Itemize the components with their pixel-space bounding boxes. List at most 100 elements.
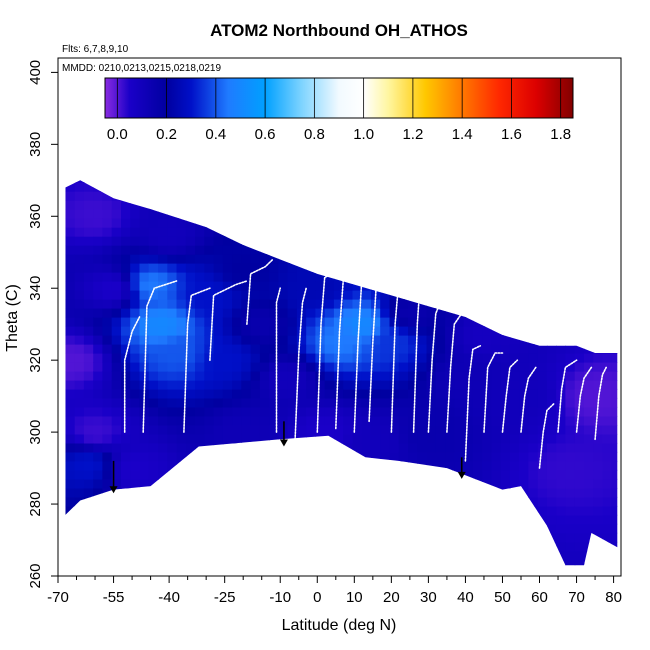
heatmap-cell	[454, 263, 465, 273]
heatmap-cell	[93, 514, 104, 525]
heatmap-cell	[593, 218, 604, 228]
heatmap-cell	[148, 245, 159, 255]
heatmap-cell	[195, 406, 205, 417]
heatmap-cell	[361, 496, 372, 507]
heatmap-cell	[232, 290, 242, 300]
heatmap-cell	[121, 299, 131, 309]
heatmap-cell	[482, 326, 492, 336]
heatmap-cell	[241, 397, 252, 408]
heatmap-cell	[269, 487, 279, 498]
heatmap-cell	[287, 550, 298, 561]
heatmap-cell	[611, 371, 618, 381]
heatmap-cell	[546, 415, 557, 426]
heatmap-cell	[454, 353, 465, 363]
heatmap-cell	[213, 182, 224, 192]
heatmap-cell	[333, 272, 344, 282]
heatmap-cell	[574, 245, 585, 255]
heatmap-cell	[472, 397, 483, 408]
arrow-head	[457, 471, 466, 479]
heatmap-cell	[204, 406, 215, 417]
heatmap-cell	[241, 559, 252, 566]
heatmap-cell	[195, 380, 205, 390]
heatmap-cell	[232, 191, 242, 201]
heatmap-cell	[565, 209, 576, 219]
heatmap-cell	[509, 469, 520, 480]
heatmap-cell	[593, 523, 604, 534]
heatmap-cell	[426, 388, 437, 399]
heatmap-cell	[565, 245, 576, 255]
heatmap-cell	[602, 254, 613, 264]
heatmap-cell	[584, 424, 594, 435]
heatmap-cell	[491, 550, 502, 561]
heatmap-cell	[482, 344, 492, 354]
heatmap-cell	[352, 523, 363, 534]
heatmap-cell	[593, 362, 604, 372]
heatmap-cell	[306, 487, 317, 498]
heatmap-cell	[195, 424, 205, 435]
heatmap-cell	[361, 433, 372, 444]
heatmap-cell	[593, 559, 604, 566]
heatmap-cell	[565, 308, 576, 318]
heatmap-cell	[287, 182, 298, 192]
heatmap-cell	[241, 353, 252, 363]
heatmap-cell	[602, 380, 613, 390]
heatmap-cell	[83, 442, 94, 453]
heatmap-cell	[454, 487, 465, 498]
heatmap-cell	[324, 451, 335, 462]
heatmap-cell	[111, 326, 122, 336]
heatmap-cell	[398, 523, 409, 534]
heatmap-cell	[445, 532, 455, 543]
heatmap-cell	[195, 496, 205, 507]
heatmap-cell	[185, 496, 196, 507]
heatmap-cell	[287, 415, 298, 426]
heatmap-cell	[65, 388, 76, 399]
heatmap-cell	[139, 532, 150, 543]
heatmap-cell	[333, 254, 344, 264]
heatmap-cell	[472, 523, 483, 534]
heatmap-cell	[315, 227, 326, 237]
heatmap-cell	[167, 209, 178, 219]
heatmap-cell	[176, 451, 187, 462]
heatmap-cell	[398, 532, 409, 543]
heatmap-cell	[213, 245, 224, 255]
heatmap-cell	[204, 290, 215, 300]
heatmap-cell	[167, 344, 178, 354]
heatmap-cell	[472, 290, 483, 300]
heatmap-cell	[241, 487, 252, 498]
heatmap-cell	[259, 487, 270, 498]
heatmap-cell	[130, 550, 141, 561]
heatmap-cell	[491, 469, 502, 480]
heatmap-cell	[315, 182, 326, 192]
heatmap-cell	[611, 505, 618, 516]
heatmap-cell	[482, 245, 492, 255]
heatmap-cell	[213, 218, 224, 228]
heatmap-cell	[426, 541, 437, 552]
heatmap-cell	[176, 281, 187, 291]
heatmap-cell	[241, 272, 252, 282]
heatmap-cell	[482, 200, 492, 210]
heatmap-cell	[556, 182, 567, 192]
heatmap-cell	[398, 299, 409, 309]
heatmap-cell	[130, 487, 141, 498]
heatmap-cell	[584, 191, 594, 201]
heatmap-cell	[519, 227, 529, 237]
heatmap-cell	[602, 281, 613, 291]
heatmap-cell	[417, 505, 428, 516]
heatmap-cell	[611, 317, 618, 327]
heatmap-cell	[519, 505, 529, 516]
heatmap-cell	[565, 380, 576, 390]
heatmap-cell	[121, 371, 131, 381]
heatmap-cell	[482, 487, 492, 498]
heatmap-cell	[380, 236, 391, 246]
heatmap-cell	[463, 180, 474, 183]
heatmap-cell	[556, 326, 567, 336]
heatmap-cell	[269, 308, 279, 318]
heatmap-cell	[241, 281, 252, 291]
heatmap-cell	[167, 451, 178, 462]
heatmap-cell	[361, 191, 372, 201]
heatmap-cell	[93, 180, 104, 183]
arrows	[109, 421, 466, 494]
heatmap-cell	[185, 415, 196, 426]
heatmap-cell	[259, 478, 270, 489]
heatmap-cell	[213, 541, 224, 552]
